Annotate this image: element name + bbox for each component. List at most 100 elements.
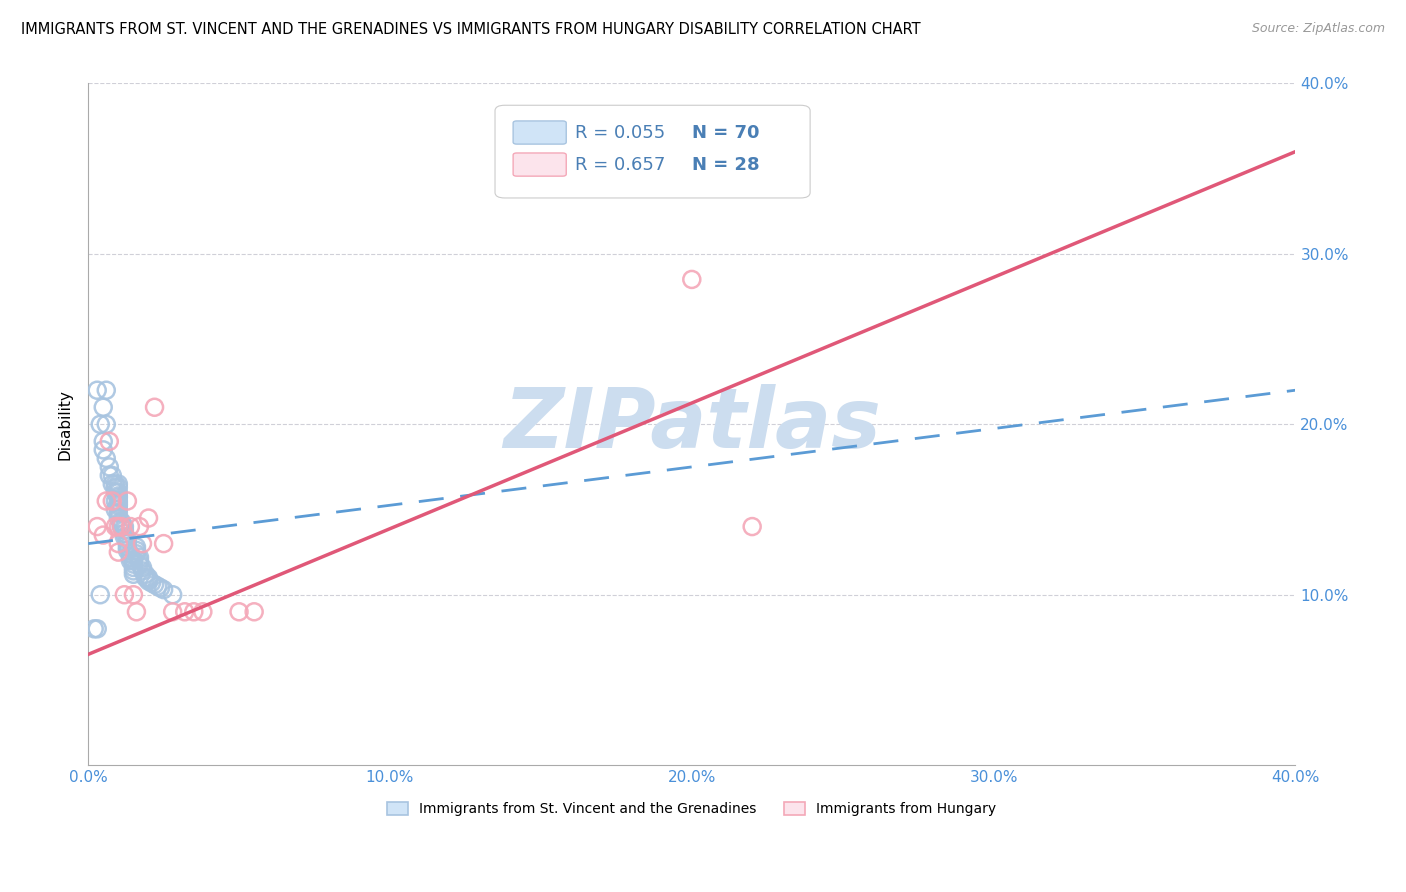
Point	[120, 547, 142, 561]
Point	[125, 540, 148, 554]
Point	[117, 543, 139, 558]
Point	[122, 564, 145, 578]
Point	[112, 588, 135, 602]
Point	[120, 554, 142, 568]
Point	[110, 516, 132, 531]
Point	[122, 554, 145, 568]
Point	[107, 496, 129, 510]
Point	[107, 519, 129, 533]
Point	[122, 557, 145, 571]
Point	[104, 480, 127, 494]
Point	[104, 477, 127, 491]
Point	[96, 494, 118, 508]
Point	[101, 468, 124, 483]
Point	[125, 605, 148, 619]
Point	[128, 554, 150, 568]
Text: ZIPatlas: ZIPatlas	[503, 384, 880, 465]
Point	[122, 567, 145, 582]
Point	[134, 571, 156, 585]
Point	[146, 579, 169, 593]
Point	[107, 511, 129, 525]
Point	[96, 417, 118, 432]
Point	[107, 545, 129, 559]
Point	[191, 605, 214, 619]
Point	[125, 543, 148, 558]
Text: IMMIGRANTS FROM ST. VINCENT AND THE GRENADINES VS IMMIGRANTS FROM HUNGARY DISABI: IMMIGRANTS FROM ST. VINCENT AND THE GREN…	[21, 22, 921, 37]
Point	[120, 550, 142, 565]
Point	[107, 502, 129, 516]
Point	[122, 588, 145, 602]
Point	[143, 577, 166, 591]
Text: R = 0.657: R = 0.657	[575, 155, 665, 174]
Point	[138, 511, 160, 525]
Point	[104, 494, 127, 508]
Point	[741, 519, 763, 533]
Point	[112, 523, 135, 537]
Point	[91, 442, 114, 457]
Point	[112, 519, 135, 533]
FancyBboxPatch shape	[513, 121, 567, 145]
Point	[152, 536, 174, 550]
Point	[101, 494, 124, 508]
Point	[104, 502, 127, 516]
Point	[101, 477, 124, 491]
Point	[83, 622, 105, 636]
Point	[110, 515, 132, 529]
Point	[107, 491, 129, 505]
Legend: Immigrants from St. Vincent and the Grenadines, Immigrants from Hungary: Immigrants from St. Vincent and the Gren…	[380, 795, 1004, 823]
Point	[128, 519, 150, 533]
Point	[98, 468, 121, 483]
Point	[117, 536, 139, 550]
Point	[183, 605, 205, 619]
Point	[110, 519, 132, 533]
Point	[107, 489, 129, 503]
Point	[131, 536, 153, 550]
Point	[107, 536, 129, 550]
Point	[173, 605, 195, 619]
Point	[681, 272, 703, 286]
Point	[149, 581, 172, 595]
Point	[104, 519, 127, 533]
Point	[110, 519, 132, 533]
Text: Source: ZipAtlas.com: Source: ZipAtlas.com	[1251, 22, 1385, 36]
Point	[107, 485, 129, 500]
Point	[128, 557, 150, 571]
Point	[89, 588, 111, 602]
Point	[122, 560, 145, 574]
Point	[107, 494, 129, 508]
Text: N = 28: N = 28	[692, 155, 759, 174]
Point	[131, 564, 153, 578]
Text: N = 70: N = 70	[692, 123, 759, 142]
Point	[98, 434, 121, 449]
Point	[91, 401, 114, 415]
Point	[131, 560, 153, 574]
Point	[117, 533, 139, 548]
Point	[117, 540, 139, 554]
Point	[138, 573, 160, 587]
Point	[89, 417, 111, 432]
Point	[112, 526, 135, 541]
Point	[107, 497, 129, 511]
Point	[86, 622, 108, 636]
Text: R = 0.055: R = 0.055	[575, 123, 665, 142]
Point	[91, 528, 114, 542]
FancyBboxPatch shape	[495, 105, 810, 198]
Point	[98, 459, 121, 474]
Point	[107, 477, 129, 491]
Point	[143, 401, 166, 415]
Point	[104, 485, 127, 500]
Point	[86, 383, 108, 397]
Point	[138, 574, 160, 588]
Point	[107, 506, 129, 520]
Point	[117, 494, 139, 508]
Point	[91, 434, 114, 449]
Point	[112, 530, 135, 544]
Point	[138, 571, 160, 585]
Point	[228, 605, 250, 619]
Point	[96, 383, 118, 397]
Point	[162, 605, 184, 619]
Point	[134, 567, 156, 582]
Point	[107, 499, 129, 513]
FancyBboxPatch shape	[513, 153, 567, 176]
Y-axis label: Disability: Disability	[58, 389, 72, 459]
